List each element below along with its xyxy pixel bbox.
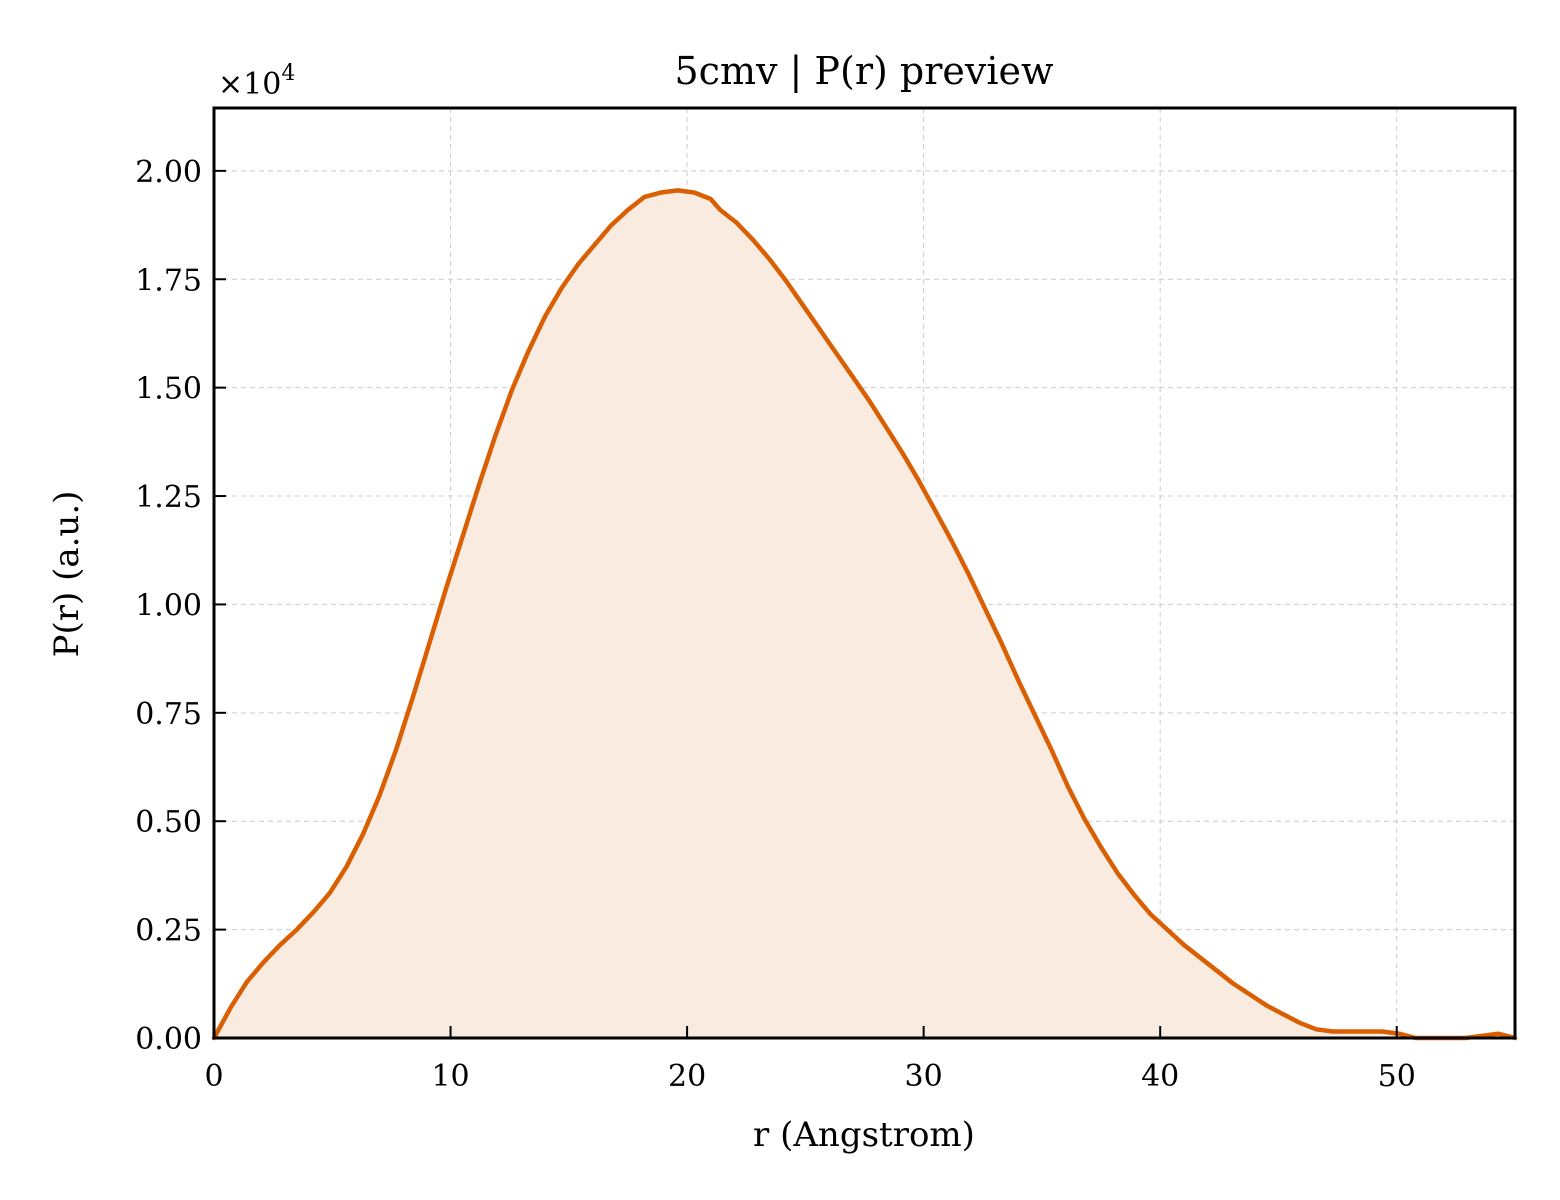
y-axis-label: P(r) (a.u.) (47, 491, 87, 658)
y-tick-label: 0.75 (135, 697, 202, 732)
y-scale-label: ×104 (218, 61, 295, 102)
x-tick-label: 40 (1141, 1059, 1179, 1094)
y-tick-label: 1.50 (135, 372, 202, 407)
chart-title: 5cmv | P(r) preview (675, 49, 1054, 93)
y-tick-label: 1.75 (135, 263, 202, 298)
x-axis-label: r (Angstrom) (753, 1115, 975, 1155)
y-scale-base: ×10 (218, 67, 281, 102)
y-tick-label: 1.25 (135, 480, 202, 515)
y-scale-exponent: 4 (281, 61, 295, 86)
y-tick-label: 2.00 (135, 155, 202, 190)
x-tick-label: 10 (431, 1059, 469, 1094)
y-tick-label: 0.50 (135, 805, 202, 840)
x-tick-label: 0 (204, 1059, 223, 1094)
plot-frame (212, 106, 1517, 1040)
y-tick-label: 0.00 (135, 1022, 202, 1057)
y-tick-label: 1.00 (135, 588, 202, 623)
series-line (211, 188, 1518, 1041)
y-tick-label: 0.25 (135, 914, 202, 949)
x-tick-label: 50 (1378, 1059, 1416, 1094)
area-fill (214, 190, 1515, 1038)
ticks: 0 10 20 30 40 50 0.00 0.25 0.50 0.75 1.00 1.25 1.50 1… (135, 155, 1416, 1094)
x-tick-label: 30 (905, 1059, 943, 1094)
x-tick-label: 20 (668, 1059, 706, 1094)
